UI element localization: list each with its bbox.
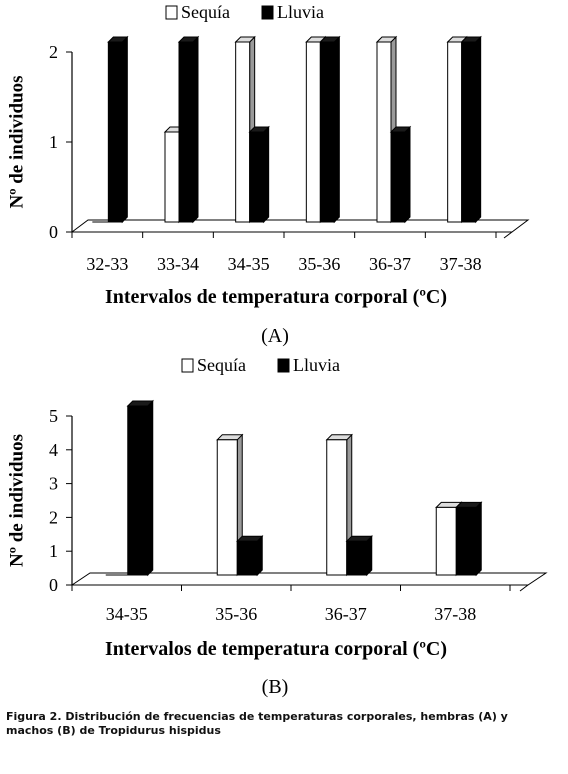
chart-b-y-tick-label: 1 — [49, 541, 58, 561]
chart-a-y-axis-label: Nº de individuos — [6, 76, 27, 209]
chart-b-y-tick-label: 2 — [49, 507, 58, 527]
chart-b-x-tick-label: 36-37 — [325, 604, 367, 624]
chart-a-bar-lluvia — [319, 35, 341, 224]
chart-a-x-tick-label: 33-34 — [157, 254, 199, 274]
chart-b-y-tick-label: 4 — [49, 440, 58, 460]
chart-b-bar-lluvia — [345, 534, 373, 577]
chart-a-floor-corner — [503, 231, 513, 239]
chart-a-legend-label-sequia: Sequía — [181, 2, 230, 22]
chart-a-bar-lluvia — [460, 35, 482, 224]
chart-b-x-tick-label: 34-35 — [106, 604, 148, 624]
chart-a-legend-swatch-sequia — [165, 5, 178, 20]
chart-b-y-axis-label: Nº de individuos — [6, 434, 27, 567]
chart-b-floor-corner — [519, 584, 529, 592]
chart-b-bar-lluvia — [455, 501, 483, 577]
chart-b-floor — [70, 572, 548, 586]
chart-a-bar-lluvia — [248, 125, 270, 224]
chart-a-x-tick-label: 35-36 — [298, 254, 340, 274]
chart-a-bar-lluvia — [107, 35, 129, 224]
chart-b-bar-lluvia — [126, 399, 154, 577]
chart-a-x-axis-label: Intervalos de temperatura corporal (ºC) — [105, 286, 447, 308]
chart-b-bar-sequia — [216, 433, 244, 577]
chart-b-y-tick-label: 0 — [49, 575, 58, 595]
chart-b-x-tick-label: 37-38 — [434, 604, 476, 624]
chart-b-x-tick-label: 35-36 — [215, 604, 257, 624]
chart-a-x-tick-label: 34-35 — [228, 254, 270, 274]
chart-a-x-tick-label: 32-33 — [86, 254, 128, 274]
chart-a-x-tick-label: 37-38 — [440, 254, 482, 274]
chart-a-floor — [70, 219, 530, 233]
chart-a-panel-label: (A) — [261, 325, 289, 347]
chart-b-x-axis-label: Intervalos de temperatura corporal (ºC) — [105, 638, 447, 660]
chart-b-legend-label-sequia: Sequía — [197, 355, 246, 375]
chart-a-y-tick-label: 2 — [49, 42, 58, 62]
chart-b-y-tick-label: 3 — [49, 474, 58, 494]
chart-b-legend-label-lluvia: Lluvia — [293, 355, 340, 375]
chart-a-y-tick-label: 1 — [49, 132, 58, 152]
chart-a-legend-label-lluvia: Lluvia — [277, 2, 324, 22]
chart-a-legend-swatch-lluvia — [261, 5, 274, 20]
chart-a-bar-lluvia — [389, 125, 412, 224]
chart-b-panel-label: (B) — [262, 676, 289, 698]
figure-caption: Figura 2. Distribución de frecuencias de… — [6, 710, 508, 737]
chart-b-y-tick-label: 5 — [49, 406, 58, 426]
chart-a-x-tick-label: 36-37 — [369, 254, 411, 274]
chart-a-y-tick-label: 0 — [49, 222, 58, 242]
chart-b-legend-swatch-sequia — [181, 358, 194, 373]
chart-b-bar-lluvia — [236, 534, 264, 577]
chart-a-bar-lluvia — [177, 35, 200, 224]
chart-b-legend-swatch-lluvia — [277, 358, 290, 373]
